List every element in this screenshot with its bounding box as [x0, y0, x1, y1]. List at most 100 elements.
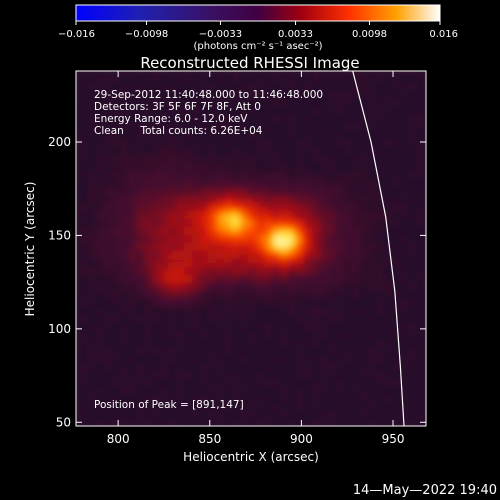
heatmap-cell: [272, 123, 277, 128]
heatmap-cell: [188, 291, 193, 296]
heatmap-cell: [80, 127, 85, 132]
heatmap-cell: [104, 295, 109, 300]
heatmap-cell: [172, 299, 177, 304]
heatmap-cell: [216, 195, 221, 200]
heatmap-cell: [144, 267, 149, 272]
heatmap-cell: [108, 415, 113, 420]
heatmap-cell: [232, 199, 237, 204]
heatmap-cell: [272, 115, 277, 120]
heatmap-cell: [176, 403, 181, 408]
heatmap-cell: [132, 199, 137, 204]
heatmap-cell: [112, 139, 117, 144]
heatmap-cell: [128, 99, 133, 104]
heatmap-cell: [236, 139, 241, 144]
heatmap-cell: [172, 407, 177, 412]
heatmap-cell: [212, 143, 217, 148]
heatmap-cell: [268, 399, 273, 404]
heatmap-cell: [208, 195, 213, 200]
heatmap-cell: [132, 179, 137, 184]
heatmap-cell: [172, 371, 177, 376]
heatmap-cell: [240, 191, 245, 196]
heatmap-cell: [216, 395, 221, 400]
heatmap-cell: [216, 403, 221, 408]
heatmap-cell: [168, 227, 173, 232]
heatmap-cell: [128, 327, 133, 332]
heatmap-cell: [192, 183, 197, 188]
heatmap-cell: [292, 355, 297, 360]
heatmap-cell: [92, 299, 97, 304]
heatmap-cell: [248, 407, 253, 412]
heatmap-cell: [76, 99, 81, 104]
heatmap-cell: [176, 119, 181, 124]
heatmap-cell: [184, 399, 189, 404]
heatmap-cell: [100, 343, 105, 348]
heatmap-cell: [232, 367, 237, 372]
heatmap-cell: [252, 207, 257, 212]
heatmap-cell: [208, 283, 213, 288]
heatmap-cell: [140, 411, 145, 416]
heatmap-cell: [176, 195, 181, 200]
heatmap-cell: [228, 159, 233, 164]
heatmap-cell: [272, 303, 277, 308]
heatmap-cell: [252, 303, 257, 308]
heatmap-cell: [196, 199, 201, 204]
heatmap-cell: [204, 107, 209, 112]
heatmap-cell: [264, 331, 269, 336]
heatmap-cell: [160, 187, 165, 192]
heatmap-cell: [188, 219, 193, 224]
heatmap-cell: [108, 95, 113, 100]
heatmap-cell: [276, 379, 281, 384]
heatmap-cell: [116, 127, 121, 132]
heatmap-cell: [240, 171, 245, 176]
heatmap-cell: [224, 275, 229, 280]
heatmap-cell: [124, 131, 129, 136]
heatmap-cell: [232, 335, 237, 340]
heatmap-cell: [176, 187, 181, 192]
heatmap-cell: [180, 163, 185, 168]
heatmap-cell: [276, 275, 281, 280]
heatmap-cell: [164, 267, 169, 272]
heatmap-cell: [160, 115, 165, 120]
heatmap-cell: [220, 403, 225, 408]
heatmap-cell: [108, 227, 113, 232]
heatmap-cell: [260, 171, 265, 176]
heatmap-cell: [76, 363, 81, 368]
heatmap-cell: [296, 91, 301, 96]
heatmap-cell: [288, 403, 293, 408]
heatmap-cell: [228, 235, 233, 240]
heatmap-cell: [132, 247, 137, 252]
heatmap-cell: [140, 143, 145, 148]
heatmap-cell: [116, 211, 121, 216]
heatmap-cell: [236, 99, 241, 104]
heatmap-cell: [200, 415, 205, 420]
heatmap-cell: [284, 71, 289, 76]
heatmap-cell: [96, 127, 101, 132]
heatmap-cell: [76, 395, 81, 400]
heatmap-cell: [176, 355, 181, 360]
heatmap-cell: [156, 163, 161, 168]
heatmap-cell: [124, 91, 129, 96]
heatmap-cell: [92, 283, 97, 288]
heatmap-cell: [152, 175, 157, 180]
heatmap-cell: [180, 179, 185, 184]
heatmap-cell: [256, 175, 261, 180]
heatmap-cell: [188, 255, 193, 260]
heatmap-cell: [156, 175, 161, 180]
heatmap-cell: [224, 111, 229, 116]
heatmap-cell: [144, 167, 149, 172]
heatmap-cell: [212, 379, 217, 384]
heatmap-cell: [288, 115, 293, 120]
heatmap-cell: [108, 395, 113, 400]
heatmap-cell: [272, 83, 277, 88]
heatmap-cell: [212, 223, 217, 228]
heatmap-cell: [76, 279, 81, 284]
heatmap-cell: [96, 247, 101, 252]
heatmap-cell: [92, 211, 97, 216]
heatmap-cell: [132, 419, 137, 424]
heatmap-cell: [168, 307, 173, 312]
heatmap-cell: [244, 199, 249, 204]
heatmap-cell: [184, 83, 189, 88]
heatmap-cell: [176, 367, 181, 372]
heatmap-cell: [92, 235, 97, 240]
heatmap-cell: [260, 107, 265, 112]
